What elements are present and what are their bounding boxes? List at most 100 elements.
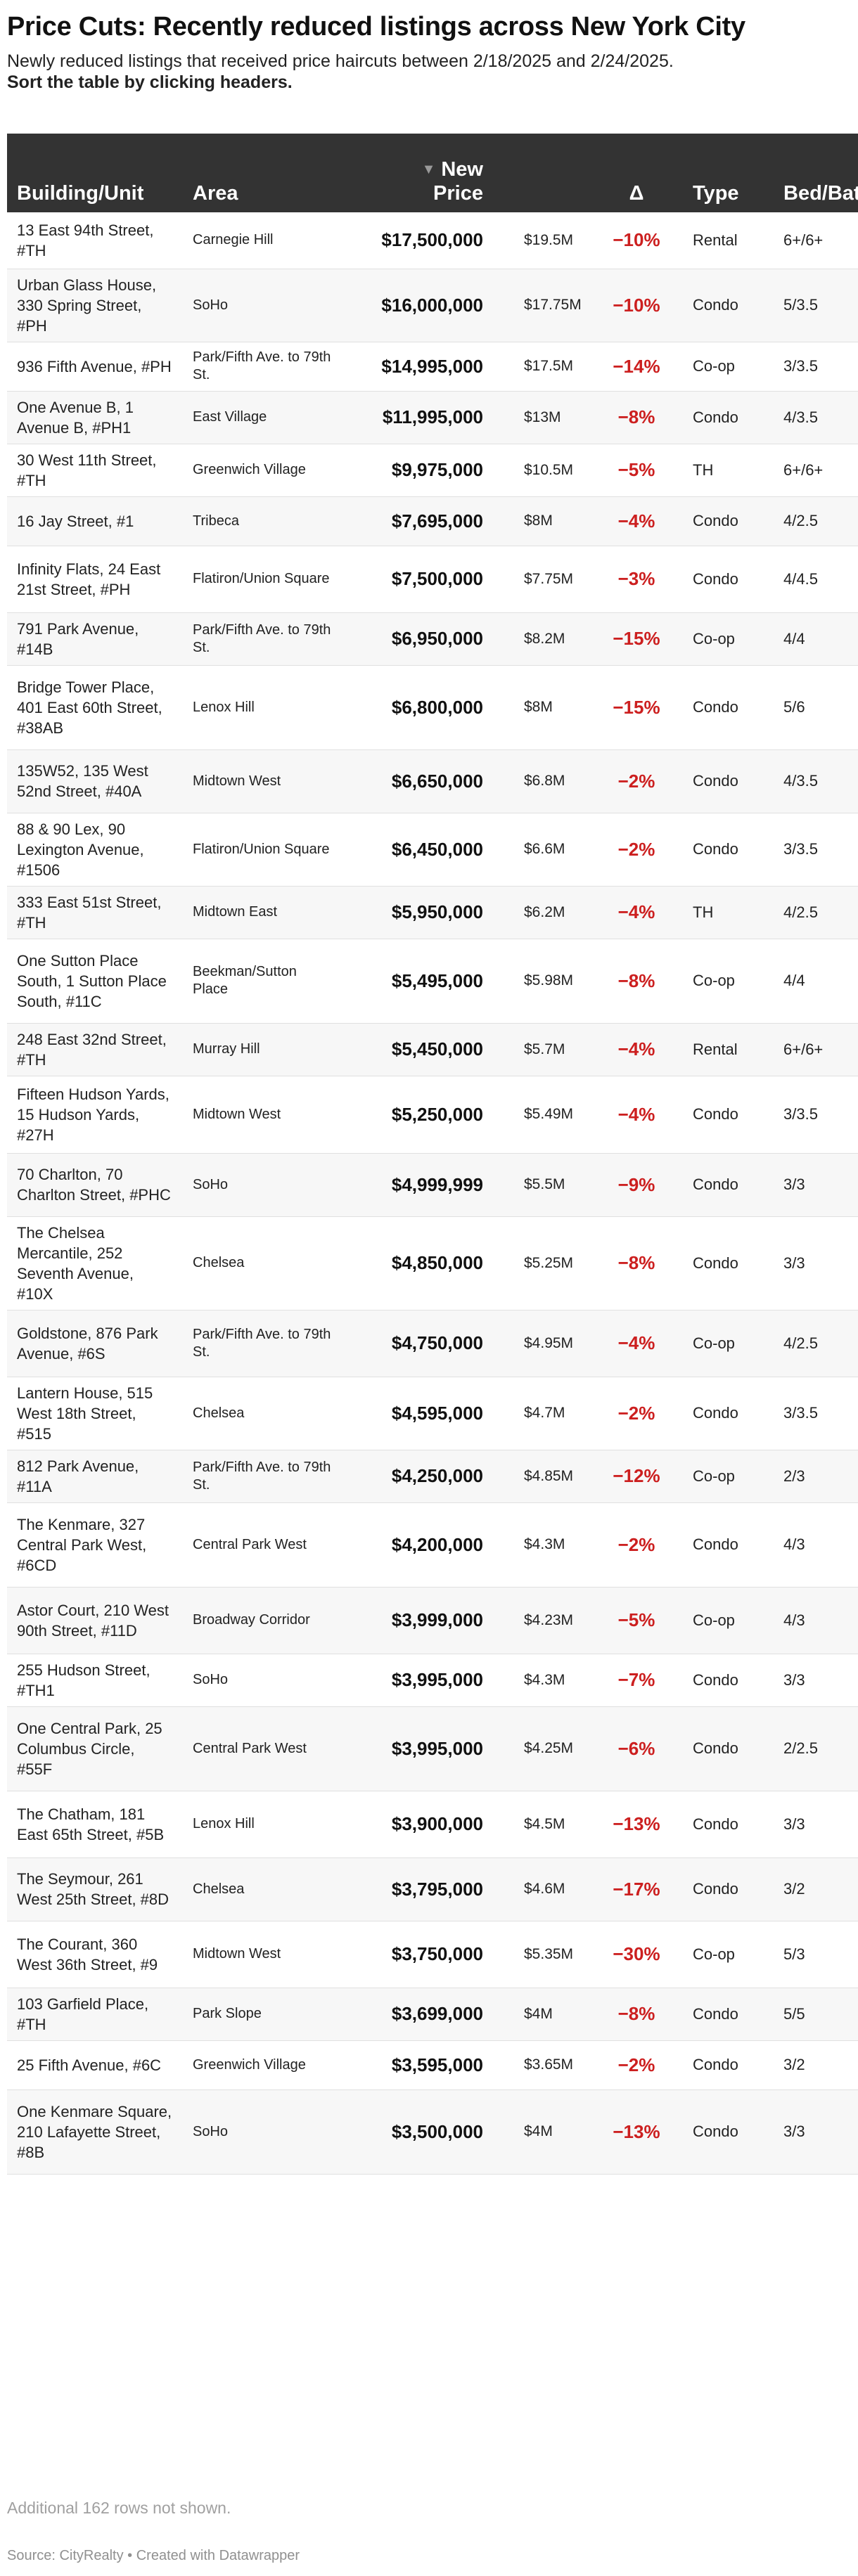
cell-bed-bath: 2/2.5 bbox=[783, 1739, 818, 1757]
cell-area: Tribeca bbox=[193, 513, 239, 529]
cell-delta: −4% bbox=[617, 510, 655, 532]
cell-area: Park/Fifth Ave. to 79th St. bbox=[193, 1459, 331, 1493]
header-bed-bath-label: Bed/Bath bbox=[783, 182, 858, 205]
header-new-price[interactable]: ▼ New Price bbox=[345, 134, 496, 212]
cell-type: Condo bbox=[693, 1670, 738, 1689]
cell-area: Midtown West bbox=[193, 773, 281, 789]
cell-building-unit: 30 West 11th Street, #TH bbox=[17, 451, 157, 489]
cell-old-price: $17.75M bbox=[524, 297, 582, 313]
cell-type: Co-op bbox=[693, 1334, 735, 1352]
cell-delta: −15% bbox=[613, 696, 660, 718]
header-bed-bath[interactable]: Bed/Bath bbox=[774, 134, 858, 212]
cell-delta: −13% bbox=[613, 2120, 660, 2142]
header-delta[interactable]: Δ bbox=[594, 134, 679, 212]
cell-area: Chelsea bbox=[193, 1405, 245, 1421]
cell-new-price: $3,900,000 bbox=[391, 1813, 483, 1834]
cell-area: SoHo bbox=[193, 1176, 229, 1192]
cell-building-unit: The Seymour, 261 West 25th Street, #8D bbox=[17, 1870, 169, 1908]
cell-area: Greenwich Village bbox=[193, 2056, 306, 2073]
cell-bed-bath: 4/4 bbox=[783, 629, 805, 648]
cell-new-price: $6,450,000 bbox=[391, 838, 483, 860]
cell-new-price: $5,495,000 bbox=[391, 970, 483, 991]
cell-old-price: $6.8M bbox=[524, 773, 565, 789]
cell-type: Rental bbox=[693, 231, 738, 249]
table-row: Fifteen Hudson Yards, 15 Hudson Yards, #… bbox=[7, 1076, 858, 1153]
chart-description: Newly reduced listings that received pri… bbox=[7, 51, 674, 71]
cell-area: Central Park West bbox=[193, 1740, 307, 1756]
cell-old-price: $5.7M bbox=[524, 1041, 565, 1057]
header-building-unit-label: Building/Unit bbox=[17, 182, 144, 205]
cell-new-price: $4,595,000 bbox=[391, 1402, 483, 1424]
cell-area: Carnegie Hill bbox=[193, 232, 274, 248]
cell-delta: −8% bbox=[617, 2003, 655, 2024]
cell-bed-bath: 3/2 bbox=[783, 2056, 805, 2073]
cell-bed-bath: 3/3 bbox=[783, 1815, 805, 1833]
cell-bed-bath: 5/3.5 bbox=[783, 296, 818, 314]
header-area[interactable]: Area bbox=[183, 134, 345, 212]
cell-type: Co-op bbox=[693, 972, 735, 989]
header-building-unit[interactable]: Building/Unit bbox=[7, 134, 183, 212]
cell-bed-bath: 4/3 bbox=[783, 1611, 805, 1629]
cell-type: Condo bbox=[693, 408, 738, 426]
table-row: One Sutton Place South, 1 Sutton Place S… bbox=[7, 939, 858, 1023]
cell-new-price: $14,995,000 bbox=[381, 355, 483, 377]
table-row: 70 Charlton, 70 Charlton Street, #PHC SoH… bbox=[7, 1153, 858, 1216]
cell-bed-bath: 3/3 bbox=[783, 1670, 805, 1689]
cell-area: Flatiron/Union Square bbox=[193, 571, 330, 586]
cell-old-price: $4.6M bbox=[524, 1881, 565, 1897]
cell-bed-bath: 3/3.5 bbox=[783, 1105, 818, 1123]
cell-area: Lenox Hill bbox=[193, 1816, 255, 1831]
cell-type: Condo bbox=[693, 1404, 738, 1422]
table-row: 936 Fifth Avenue, #PH Park/Fifth Ave. to … bbox=[7, 342, 858, 391]
cell-old-price: $4.85M bbox=[524, 1467, 574, 1484]
cell-delta: −4% bbox=[617, 1103, 655, 1125]
cell-bed-bath: 4/4 bbox=[783, 972, 805, 989]
cell-area: Chelsea bbox=[193, 1255, 245, 1270]
header-type[interactable]: Type bbox=[679, 134, 774, 212]
cell-new-price: $3,999,000 bbox=[391, 1609, 483, 1630]
cell-bed-bath: 3/3.5 bbox=[783, 357, 818, 375]
cell-bed-bath: 3/3.5 bbox=[783, 1404, 818, 1422]
table-row: Urban Glass House, 330 Spring Street, #P… bbox=[7, 269, 858, 342]
cell-type: Condo bbox=[693, 2004, 738, 2023]
cell-delta: −10% bbox=[613, 229, 660, 251]
cell-delta: −10% bbox=[613, 294, 660, 316]
cell-building-unit: One Kenmare Square, 210 Lafayette Street… bbox=[17, 2102, 172, 2161]
cell-new-price: $3,750,000 bbox=[391, 1943, 483, 1964]
cell-old-price: $5.25M bbox=[524, 1254, 574, 1271]
cell-delta: −2% bbox=[617, 770, 655, 792]
cell-new-price: $5,950,000 bbox=[391, 901, 483, 922]
cell-delta: −6% bbox=[617, 1737, 655, 1759]
table-row: One Central Park, 25 Columbus Circle, #5… bbox=[7, 1706, 858, 1791]
cell-bed-bath: 3/3 bbox=[783, 1176, 805, 1193]
cell-type: Condo bbox=[693, 772, 738, 790]
cell-type: TH bbox=[693, 461, 714, 479]
cell-area: Midtown East bbox=[193, 904, 278, 920]
cell-bed-bath: 6+/6+ bbox=[783, 461, 824, 479]
cell-bed-bath: 4/4.5 bbox=[783, 569, 818, 588]
cell-delta: −4% bbox=[617, 1038, 655, 1060]
cell-old-price: $4.95M bbox=[524, 1334, 574, 1351]
sort-desc-triangle-icon: ▼ bbox=[421, 162, 436, 177]
cell-building-unit: 135W52, 135 West 52nd Street, #40A bbox=[17, 762, 148, 800]
cell-delta: −5% bbox=[617, 1609, 655, 1630]
cell-type: Condo bbox=[693, 2056, 738, 2073]
header-old-price[interactable] bbox=[496, 134, 594, 212]
cell-type: Condo bbox=[693, 569, 738, 588]
cell-building-unit: The Chatham, 181 East 65th Street, #5B bbox=[17, 1805, 165, 1843]
cell-old-price: $4.23M bbox=[524, 1611, 574, 1628]
header-area-label: Area bbox=[193, 182, 238, 205]
cell-new-price: $5,250,000 bbox=[391, 1103, 483, 1125]
table-row: 255 Hudson Street, #TH1 SoHo $3,995,000 $4.… bbox=[7, 1654, 858, 1706]
cell-new-price: $4,750,000 bbox=[391, 1332, 483, 1353]
table-row: 333 East 51st Street, #TH Midtown East $5,… bbox=[7, 886, 858, 939]
cell-type: Condo bbox=[693, 1254, 738, 1272]
cell-old-price: $4.5M bbox=[524, 1815, 565, 1832]
cell-area: Park/Fifth Ave. to 79th St. bbox=[193, 622, 331, 655]
cell-bed-bath: 3/3 bbox=[783, 1254, 805, 1272]
cell-old-price: $4M bbox=[524, 2123, 553, 2139]
cell-new-price: $11,995,000 bbox=[382, 406, 483, 427]
cell-new-price: $3,995,000 bbox=[391, 1737, 483, 1759]
cell-delta: −2% bbox=[617, 2054, 655, 2075]
cell-area: Central Park West bbox=[193, 1536, 307, 1552]
